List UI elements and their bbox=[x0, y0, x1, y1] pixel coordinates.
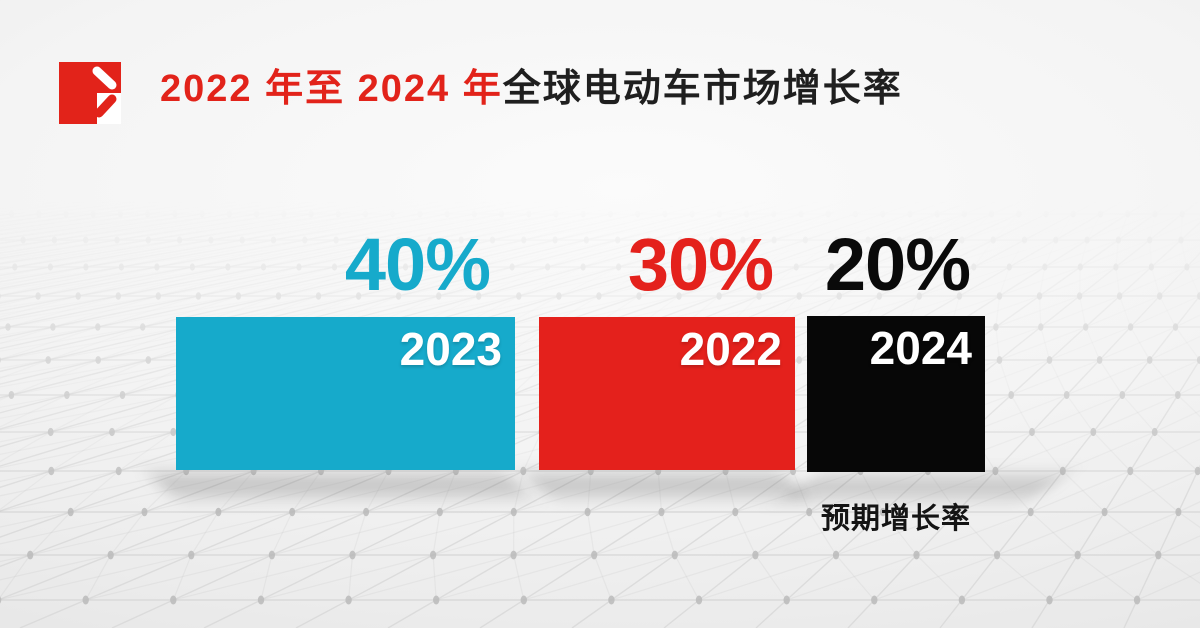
bar-shadow-2022 bbox=[526, 475, 804, 495]
value-label-2023: 40% bbox=[344, 223, 491, 306]
value-label-2022: 30% bbox=[627, 223, 774, 306]
logo-chevron-top-stroke bbox=[92, 66, 117, 90]
bar-shadow-2024 bbox=[785, 477, 1063, 497]
title-subject: 全球电动车市场增长率 bbox=[502, 68, 903, 110]
logo-chevron-bottom-stroke bbox=[94, 94, 117, 118]
title-accent-years: 2022 年至 2024 年 bbox=[160, 68, 503, 110]
value-label-2024: 20% bbox=[824, 223, 971, 306]
bar-2024: 2024 bbox=[807, 316, 985, 472]
bar-year-label-2024: 2024 bbox=[869, 322, 972, 374]
bar-2023: 2023 bbox=[176, 317, 515, 470]
bar-shadow-2023 bbox=[152, 475, 528, 495]
forecast-note: 预期增长率 bbox=[820, 503, 971, 535]
bar-year-label-2023: 2023 bbox=[399, 323, 502, 375]
bar-year-label-2022: 2022 bbox=[679, 323, 782, 375]
bar-2022: 2022 bbox=[539, 317, 795, 470]
brand-logo-icon bbox=[59, 62, 121, 124]
header: 2022 年至 2024 年全球电动车市场增长率 bbox=[0, 0, 1200, 150]
chart-title: 2022 年至 2024 年全球电动车市场增长率 bbox=[160, 70, 903, 108]
